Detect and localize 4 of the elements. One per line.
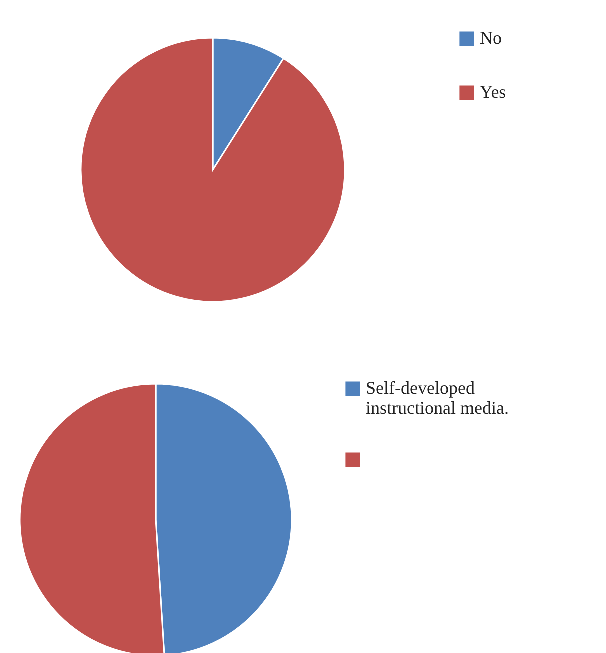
legend-label: No <box>480 28 502 48</box>
pie-slice <box>80 37 346 303</box>
legend-label: Yes <box>480 82 506 102</box>
legend-label: Self-developed instructional media. <box>366 378 509 418</box>
